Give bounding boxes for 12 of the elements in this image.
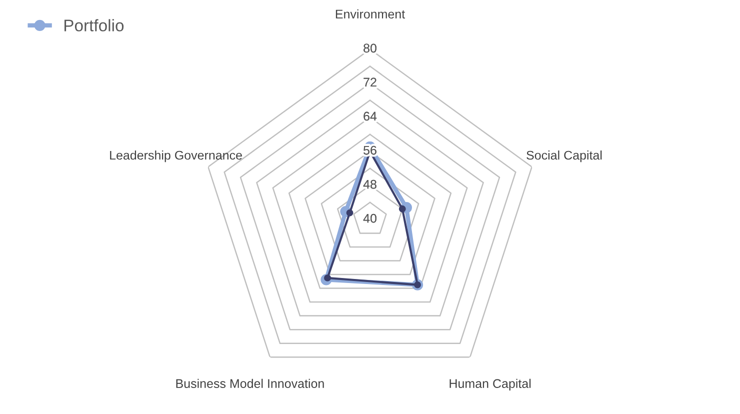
spoke-label: Environment (336, 9, 405, 19)
spoke-label: Human Capital (450, 378, 531, 390)
y-tick-label: 64 (364, 112, 377, 121)
y-tick-label: 56 (364, 146, 376, 155)
y-tick-label: 48 (363, 180, 376, 189)
y-tick-label: 80 (364, 44, 376, 53)
y-tick-label: 72 (364, 78, 376, 86)
legend-label: Portfolio (64, 19, 124, 32)
spoke-label: Business Model Innovation (176, 378, 324, 388)
y-tick-label: 40 (363, 214, 376, 223)
spoke-label: Social Capital (526, 150, 602, 162)
spoke-label: Leadership Governance (110, 150, 242, 162)
